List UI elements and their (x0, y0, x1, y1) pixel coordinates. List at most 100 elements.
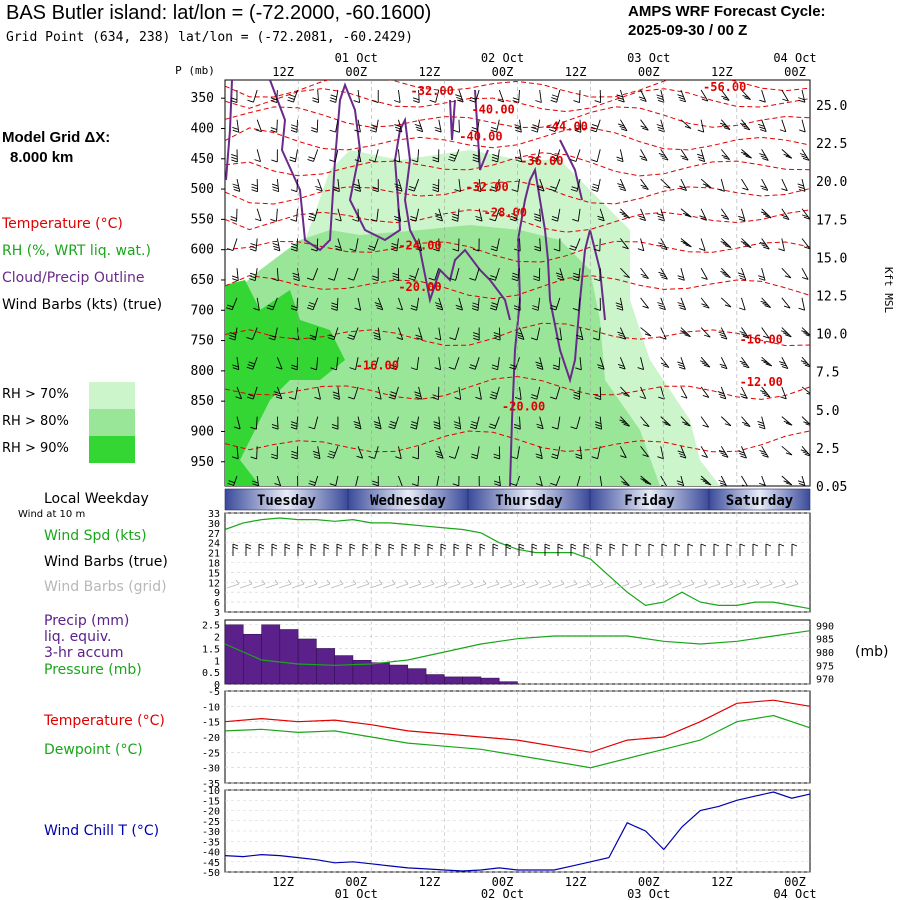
wind-barb (680, 119, 692, 129)
wind-barb (553, 238, 561, 252)
wind-barb (374, 297, 384, 311)
wind-barb (511, 268, 520, 282)
wind-barb (576, 327, 584, 341)
wind-barb (720, 416, 732, 427)
wind-at-label: Wind at 10 m (18, 509, 86, 520)
wind-barb (250, 416, 258, 430)
precip-bar (389, 664, 409, 685)
wind-barb (306, 267, 319, 281)
wind-barb (454, 179, 461, 193)
wind-barb (429, 89, 440, 103)
wind-barb (232, 178, 241, 192)
wind-barb (410, 416, 420, 430)
precip-bar (444, 676, 463, 685)
precip-tick-label: 1.5 (202, 644, 220, 655)
wind-barb (700, 267, 708, 280)
wind-barb (739, 327, 750, 339)
wind-barb (226, 475, 238, 486)
wind-barb (410, 357, 420, 371)
precip-bar (334, 655, 354, 685)
pressure-tick-label: 990 (816, 621, 834, 632)
wind-barb (550, 386, 561, 400)
rh-90-label: RH > 90% (2, 441, 69, 456)
wind-barb (270, 89, 278, 104)
wind-barb (230, 208, 238, 222)
wind-barb (739, 119, 751, 131)
wind-barb (390, 238, 399, 252)
wind-barb (798, 89, 806, 103)
pressure-tick-label: 350 (191, 91, 214, 106)
wind-barb (781, 208, 790, 220)
wind-barb (307, 149, 319, 162)
wind-barb (409, 208, 420, 222)
wind-barb (759, 89, 766, 103)
weekday-label: Saturday (726, 493, 794, 509)
wind-barb (309, 327, 319, 341)
wind-barb (700, 297, 710, 309)
wind-chill-tick-label: -40 (202, 848, 220, 859)
wind-barb (335, 208, 342, 222)
temperature-contour (225, 275, 810, 300)
wind-barb (449, 268, 460, 281)
wind-barb (489, 297, 500, 311)
wind-barb (297, 475, 299, 486)
pressure-tick-label: 700 (191, 303, 214, 318)
wind-barb-true (414, 543, 421, 556)
wind-barb (489, 208, 500, 222)
temperature-contour-label: -16.00 (356, 359, 399, 373)
wind-barb-true (557, 543, 564, 556)
height-tick-label: 22.5 (816, 137, 847, 152)
wind-barb (348, 386, 359, 400)
wind-barb-true (440, 543, 447, 556)
bottom-time-label: 12Z (711, 875, 733, 889)
wind-barb (781, 445, 793, 456)
temperature-contour-label: -16.00 (740, 333, 783, 347)
wind-barb (428, 268, 440, 281)
wind-barb (761, 327, 770, 339)
temperature-contour-label: -32.00 (465, 180, 508, 194)
wind-barb-grid (317, 579, 331, 589)
wind-barb-grid (239, 579, 253, 589)
wind-barb (620, 267, 630, 279)
wind-barb (432, 386, 440, 400)
wind-barb (781, 297, 791, 309)
wind-barb (660, 178, 671, 189)
wind-barb (597, 357, 605, 370)
height-tick-label: 10.0 (816, 328, 847, 343)
wind-barb (513, 416, 521, 430)
wind-barb-true (336, 543, 343, 556)
rh-90-swatch (89, 436, 135, 463)
upper-air-panel: -32.00 -56.00 -40.00 -40.00 -44.00 -36.00 -32.… (175, 64, 895, 495)
wind-barb (367, 238, 379, 251)
wind-barb-grid (395, 579, 409, 589)
bottom-date-label: 03 Oct (627, 887, 670, 900)
wind-barb (778, 238, 785, 252)
wind-barb (594, 386, 602, 400)
wind-barb (700, 475, 712, 486)
wind-barb (434, 327, 442, 341)
wind-barb (493, 327, 501, 341)
cloud-outline (225, 80, 233, 181)
rh80-region (225, 225, 660, 486)
wind-barb (310, 238, 319, 252)
wind-barb (353, 178, 361, 192)
wind-barb (660, 416, 671, 427)
dewpoint-label: Dewpoint (°C) (44, 742, 143, 758)
precip-bar (462, 676, 482, 685)
wind-barb (475, 386, 482, 400)
bottom-time-label: 00Z (492, 875, 514, 889)
rh-80-label: RH > 80% (2, 414, 69, 429)
wind-barb (356, 446, 364, 459)
weekday-label: Thursday (495, 493, 563, 509)
wind-barb (395, 446, 402, 460)
wind-barb (801, 327, 810, 337)
precip-bar (316, 648, 335, 685)
wind-barb-grid (668, 579, 682, 589)
grid-point-subtitle: Grid Point (634, 238) lat/lon = (-72.208… (6, 30, 413, 45)
wind-barb (551, 416, 561, 430)
temperature-tick-label: -35 (202, 779, 220, 790)
pressure-tick-label: 850 (191, 394, 214, 409)
pressure-tick-label: 985 (816, 635, 834, 646)
wind-barb (414, 238, 423, 252)
wind-barb (491, 149, 500, 163)
